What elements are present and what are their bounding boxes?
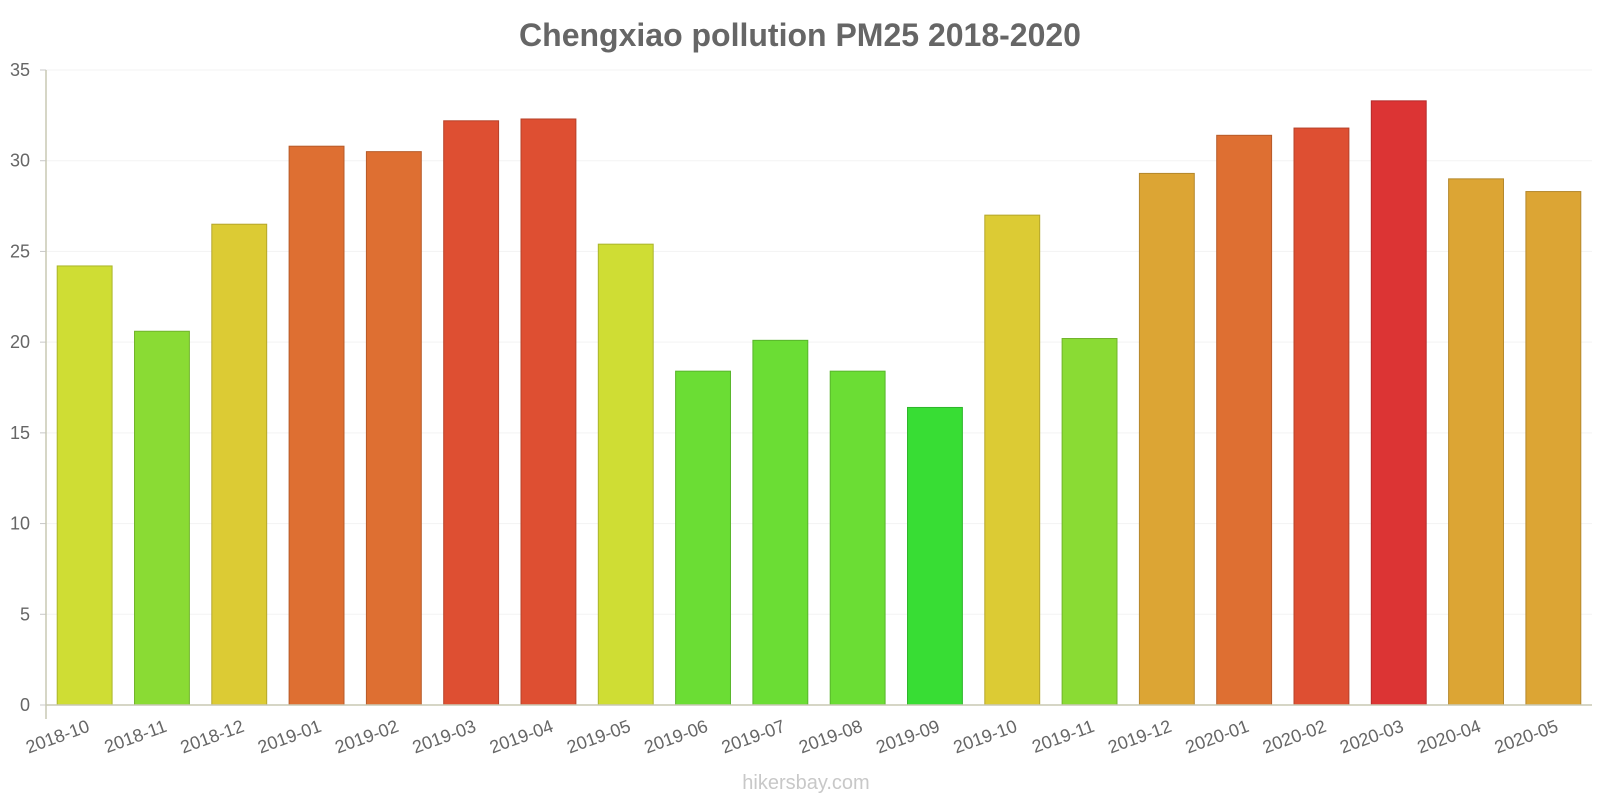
x-tick-label: 2019-06: [641, 716, 710, 757]
bar-2019-06: [675, 370, 731, 706]
bar-2018-10: [56, 265, 113, 706]
bars: [56, 100, 1582, 706]
x-tick-label: 2018-12: [178, 716, 247, 757]
bar-2019-04: [520, 118, 577, 706]
x-tick-label: 2020-05: [1492, 716, 1561, 757]
x-tick-label: 2019-08: [796, 716, 865, 757]
bar-2019-01: [288, 145, 345, 706]
x-tick-label: 2019-07: [719, 716, 788, 757]
x-tick-label: 2018-10: [23, 716, 92, 757]
x-tick-label: 2019-01: [255, 716, 324, 757]
bar-2019-12: [1138, 172, 1195, 706]
x-tick-label: 2019-04: [487, 716, 556, 757]
bar-2019-10: [984, 214, 1041, 706]
x-tick-label: 2020-04: [1414, 716, 1483, 757]
bar-2019-02: [365, 151, 422, 706]
y-tick-label: 15: [10, 423, 30, 443]
grid-lines: [40, 69, 1592, 706]
x-tick-label: 2019-09: [873, 716, 942, 757]
y-tick-label: 10: [10, 514, 30, 534]
x-tick-label: 2018-11: [102, 716, 170, 757]
x-axis-ticks: 2018-10 2018-11 2018-12 2019-01 2019-02 2019-…: [23, 716, 1561, 757]
bar-2020-05: [1525, 191, 1582, 706]
bar-2020-02: [1293, 127, 1350, 706]
x-tick-label: 2020-01: [1183, 716, 1252, 757]
x-tick-label: 2019-03: [410, 716, 479, 757]
bar-2019-03: [443, 120, 500, 706]
bar-2019-07: [752, 339, 809, 706]
bar-2020-01: [1216, 134, 1273, 706]
bar-2020-03: [1370, 100, 1427, 706]
bar-2020-04: [1448, 178, 1504, 706]
x-tick-label: 2019-05: [564, 716, 633, 757]
x-tick-label: 2019-11: [1029, 716, 1097, 757]
bar-2019-09: [907, 406, 963, 706]
y-tick-label: 25: [10, 241, 30, 261]
x-tick-label: 2019-10: [951, 716, 1020, 757]
y-tick-label: 0: [20, 695, 30, 715]
y-tick-label: 30: [10, 151, 30, 171]
chart-title: Chengxiao pollution PM25 2018-2020: [519, 17, 1081, 53]
y-tick-label: 35: [10, 60, 30, 80]
bar-2018-12: [211, 223, 268, 706]
y-tick-label: 5: [20, 604, 30, 624]
watermark: hikersbay.com: [742, 772, 869, 794]
y-axis-ticks: 0 5 10 15 20 25 30 35: [10, 60, 30, 715]
bar-2018-11: [134, 330, 190, 706]
x-tick-label: 2020-02: [1260, 716, 1329, 757]
x-tick-label: 2019-12: [1105, 716, 1174, 757]
y-tick-label: 20: [10, 332, 30, 352]
x-tick-label: 2020-03: [1337, 716, 1406, 757]
axes: [45, 70, 1592, 719]
bar-2019-05: [597, 243, 654, 706]
x-tick-label: 2019-02: [332, 716, 401, 757]
bar-2019-11: [1061, 338, 1118, 706]
bar-2019-08: [829, 370, 886, 706]
